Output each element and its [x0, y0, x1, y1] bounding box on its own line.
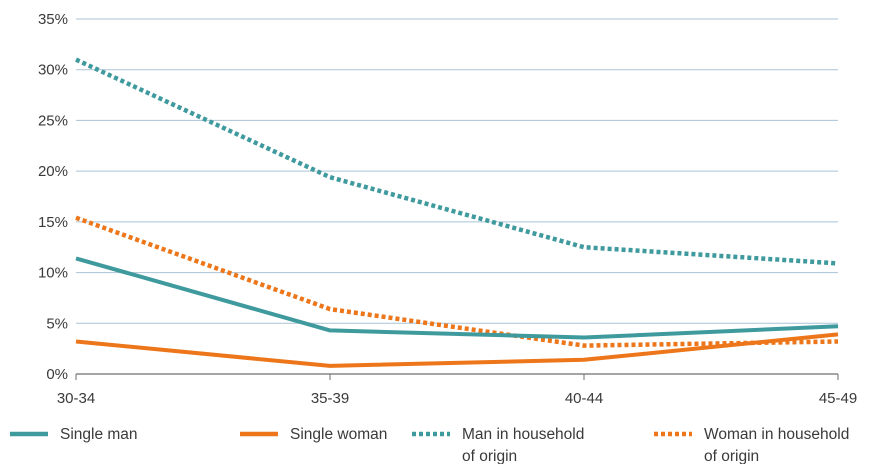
x-tick-label: 40-44: [565, 390, 603, 407]
y-tick-label: 25%: [38, 112, 68, 129]
series-line-woman-in-household-of-origin: [75, 215, 839, 348]
legend: Single man Single woman Man in household of…: [10, 426, 849, 465]
grid-lines: [76, 18, 838, 375]
legend-label: Man in household: [462, 426, 584, 443]
series-line-single-woman: [75, 332, 839, 368]
legend-label: of origin: [704, 448, 759, 464]
y-tick-label: 30%: [38, 62, 68, 79]
legend-item-single-woman: Single woman: [240, 426, 387, 443]
legend-label: Woman in household: [704, 426, 849, 443]
y-tick-label: 20%: [38, 163, 68, 180]
y-tick-label: 10%: [38, 265, 68, 282]
y-tick-label: 0%: [46, 366, 68, 383]
series-line-man-in-household-of-origin: [75, 57, 839, 266]
legend-item-man-in-household-of-origin: Man in household of origin: [412, 426, 584, 465]
x-axis-tick-labels: 30-34 35-39 40-44 45-49: [57, 374, 857, 407]
y-tick-label: 15%: [38, 214, 68, 231]
y-tick-label: 35%: [38, 11, 68, 28]
legend-label: Single woman: [290, 426, 387, 443]
legend-item-woman-in-household-of-origin: Woman in household of origin: [654, 426, 849, 465]
x-tick-label: 35-39: [311, 390, 349, 407]
series-line-single-man: [75, 256, 839, 340]
legend-label: Single man: [60, 426, 138, 443]
y-tick-label: 5%: [46, 315, 68, 332]
x-tick-label: 30-34: [57, 390, 95, 407]
x-tick-label: 45-49: [819, 390, 857, 407]
y-axis-tick-labels: 0% 5% 10% 15% 20% 25% 30% 35%: [38, 11, 68, 383]
legend-label: of origin: [462, 448, 517, 464]
series-lines: [75, 57, 839, 368]
legend-item-single-man: Single man: [10, 426, 138, 443]
